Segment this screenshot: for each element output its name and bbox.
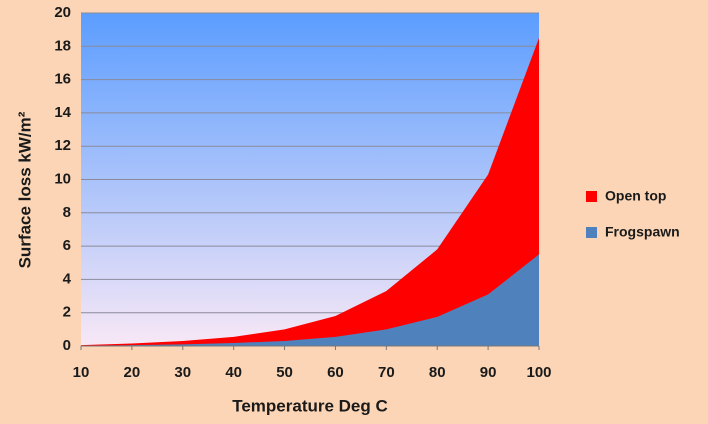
area: [81, 37, 539, 346]
x-tick-label: 90: [480, 364, 497, 381]
x-tick-label: 70: [378, 364, 395, 381]
y-tick-label: 12: [54, 137, 71, 154]
y-tick-label: 14: [54, 104, 71, 121]
y-tick-label: 18: [54, 37, 71, 54]
x-tick-label: 100: [526, 364, 551, 381]
x-tick-label: 10: [73, 364, 90, 381]
x-tick-label: 60: [327, 364, 344, 381]
y-tick-label: 4: [63, 270, 72, 287]
y-tick-label: 8: [63, 204, 71, 221]
y-tick-label: 16: [54, 71, 71, 88]
x-tick-label: 30: [174, 364, 191, 381]
x-axis-label: Temperature Deg C: [232, 396, 388, 415]
y-tick-label: 10: [54, 170, 71, 187]
x-tick-label: 50: [276, 364, 293, 381]
y-axis-label: Surface loss kW/m²: [15, 111, 34, 268]
y-tick-label: 6: [63, 237, 71, 254]
legend-swatch: [586, 227, 597, 238]
x-tick-label: 80: [429, 364, 446, 381]
y-tick-label: 2: [63, 304, 71, 321]
y-tick-label: 0: [63, 337, 71, 354]
legend-label: Frogspawn: [605, 224, 680, 240]
area: [81, 254, 539, 346]
x-tick-label: 40: [225, 364, 242, 381]
legend-swatch: [586, 191, 597, 202]
legend-label: Open top: [605, 188, 666, 204]
x-tick-label: 20: [124, 364, 141, 381]
y-tick-label: 20: [54, 4, 71, 21]
